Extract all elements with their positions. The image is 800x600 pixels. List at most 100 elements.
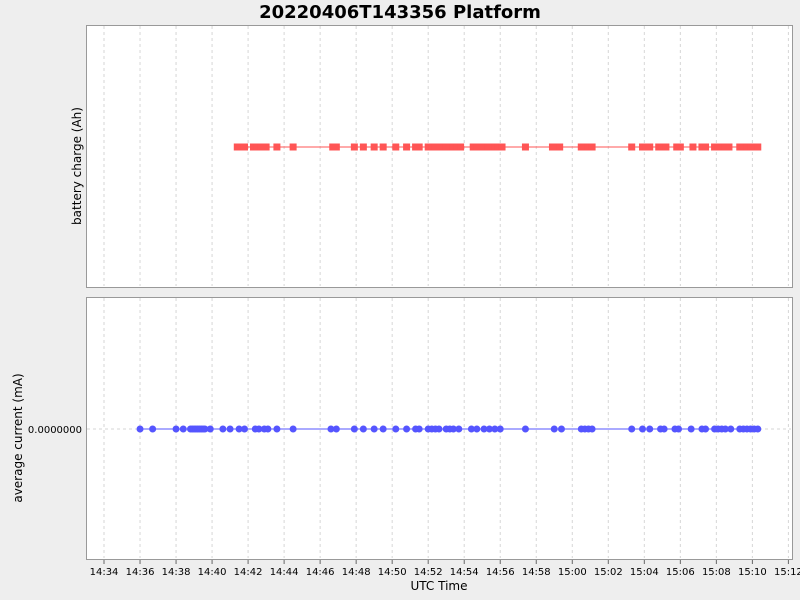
x-tick-label: 14:42 — [234, 567, 263, 578]
data-point — [673, 143, 681, 151]
marks-battery — [233, 143, 762, 151]
data-point — [480, 143, 488, 151]
data-point — [588, 143, 596, 151]
data-point — [521, 425, 529, 433]
data-point — [736, 143, 744, 151]
data-point — [431, 143, 439, 151]
data-point — [480, 425, 488, 433]
data-point — [491, 143, 499, 151]
x-tick-label: 14:50 — [378, 567, 407, 578]
data-point — [149, 425, 157, 433]
data-point — [725, 143, 733, 151]
y-tick-label: 0.0000000 — [28, 425, 82, 436]
data-point — [439, 143, 447, 151]
data-point — [487, 143, 495, 151]
chart-title: 20220406T143356 Platform — [259, 2, 541, 23]
data-point — [359, 425, 367, 433]
xlabel: UTC Time — [411, 579, 468, 593]
data-point — [743, 143, 751, 151]
data-point — [662, 143, 670, 151]
data-point — [455, 425, 463, 433]
x-tick-label: 15:12 — [774, 567, 800, 578]
data-point — [219, 425, 227, 433]
ylabel-top: battery charge (Ah) — [70, 107, 84, 225]
data-point — [264, 425, 272, 433]
data-point — [240, 143, 248, 151]
x-tick-label: 14:44 — [270, 567, 299, 578]
data-point — [415, 425, 423, 433]
x-tick-label: 14:36 — [126, 567, 155, 578]
data-point — [552, 143, 560, 151]
x-tick-label: 15:04 — [630, 567, 659, 578]
data-point — [646, 425, 654, 433]
data-point — [721, 425, 729, 433]
data-point — [235, 425, 243, 433]
data-point — [660, 425, 668, 433]
data-point — [754, 143, 762, 151]
data-point — [646, 143, 654, 151]
data-point — [136, 425, 144, 433]
data-point — [446, 143, 454, 151]
data-point — [392, 425, 400, 433]
data-point — [273, 425, 281, 433]
data-point — [727, 425, 735, 433]
data-point — [332, 425, 340, 433]
data-point — [711, 143, 719, 151]
data-point — [179, 425, 187, 433]
grid-top — [103, 26, 789, 286]
data-point — [457, 143, 465, 151]
data-point — [698, 143, 706, 151]
data-point — [639, 143, 647, 151]
data-point — [750, 143, 758, 151]
data-point — [584, 143, 592, 151]
data-point — [435, 143, 443, 151]
x-tick-label: 15:06 — [666, 567, 695, 578]
data-point — [702, 143, 710, 151]
data-point — [676, 143, 684, 151]
data-point — [754, 425, 762, 433]
data-point — [675, 425, 683, 433]
data-point — [577, 143, 585, 151]
data-point — [435, 425, 443, 433]
x-tick-label: 14:46 — [306, 567, 335, 578]
data-point — [556, 143, 564, 151]
data-point — [639, 425, 647, 433]
data-point — [392, 143, 400, 151]
data-point — [262, 143, 270, 151]
data-point — [449, 143, 457, 151]
data-point — [714, 143, 722, 151]
data-point — [476, 143, 484, 151]
x-tick-label: 14:48 — [342, 567, 371, 578]
x-tick-label: 15:10 — [738, 567, 767, 578]
data-point — [415, 143, 423, 151]
data-point — [428, 143, 436, 151]
data-point — [747, 143, 755, 151]
grid-bottom — [87, 298, 791, 558]
data-point — [687, 425, 695, 433]
data-point — [359, 143, 367, 151]
data-point — [350, 143, 358, 151]
data-point — [424, 143, 432, 151]
data-point — [550, 425, 558, 433]
x-tick-label: 14:38 — [162, 567, 191, 578]
data-point — [255, 425, 263, 433]
panel-battery-charge: battery charge (Ah) — [70, 25, 793, 288]
data-point — [253, 143, 261, 151]
data-point — [201, 425, 209, 433]
x-tick-label: 14:58 — [522, 567, 551, 578]
data-point — [721, 143, 729, 151]
data-point — [206, 425, 214, 433]
data-point — [494, 143, 502, 151]
marks-current — [136, 425, 762, 433]
plot-area-top — [86, 25, 793, 288]
data-point — [628, 425, 636, 433]
x-tick-label: 15:02 — [594, 567, 623, 578]
data-point — [485, 425, 493, 433]
data-point — [473, 143, 481, 151]
data-point — [442, 143, 450, 151]
data-point — [498, 143, 506, 151]
x-axis: 14:34 14:36 14:38 14:40 14:42 14:44 14:46 14:48… — [90, 560, 800, 578]
data-point — [350, 425, 358, 433]
data-point — [557, 425, 565, 433]
